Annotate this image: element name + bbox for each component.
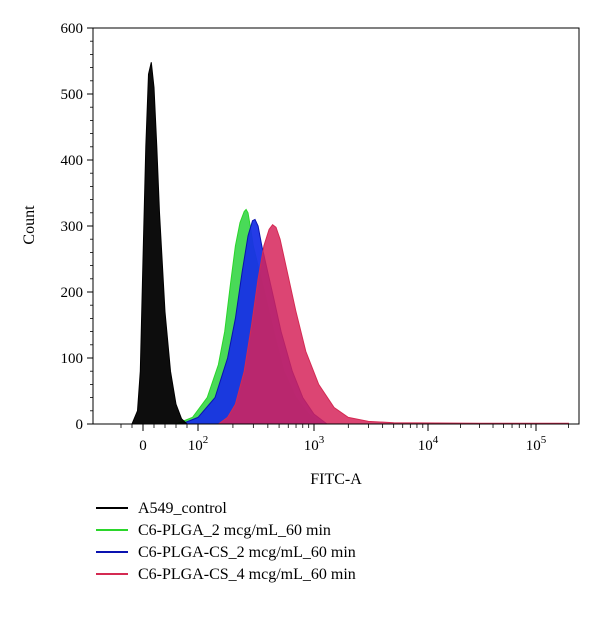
y-tick-label: 600: [61, 21, 84, 37]
y-tick-label: 300: [61, 219, 84, 235]
legend: A549_control C6-PLGA_2 mcg/mL_60 min C6-PL…: [96, 500, 356, 583]
axes: 0 100 200 300 400 500 600 0 102 103 104 105: [61, 21, 580, 454]
x-axis-label: FITC-A: [310, 471, 362, 488]
y-tick-label: 200: [61, 285, 84, 301]
legend-label: C6-PLGA-CS_2 mcg/mL_60 min: [138, 544, 356, 561]
y-tick-label: 500: [61, 87, 84, 103]
series-area-3: [216, 223, 569, 425]
y-tick-label: 400: [61, 153, 84, 169]
legend-label: C6-PLGA-CS_4 mcg/mL_60 min: [138, 566, 356, 583]
plot-area: [131, 62, 569, 425]
x-tick-label: 105: [526, 434, 547, 454]
x-tick-label: 104: [418, 434, 439, 454]
legend-label: C6-PLGA_2 mcg/mL_60 min: [138, 522, 331, 539]
series-area-0: [131, 62, 189, 425]
y-axis-label: Count: [21, 205, 38, 245]
y-tick-label: 100: [61, 351, 84, 367]
legend-label: A549_control: [138, 500, 227, 517]
x-tick-label: 0: [139, 438, 147, 454]
y-tick-label: 0: [76, 417, 84, 433]
x-tick-label: 103: [304, 434, 325, 454]
x-tick-label: 102: [188, 434, 209, 454]
